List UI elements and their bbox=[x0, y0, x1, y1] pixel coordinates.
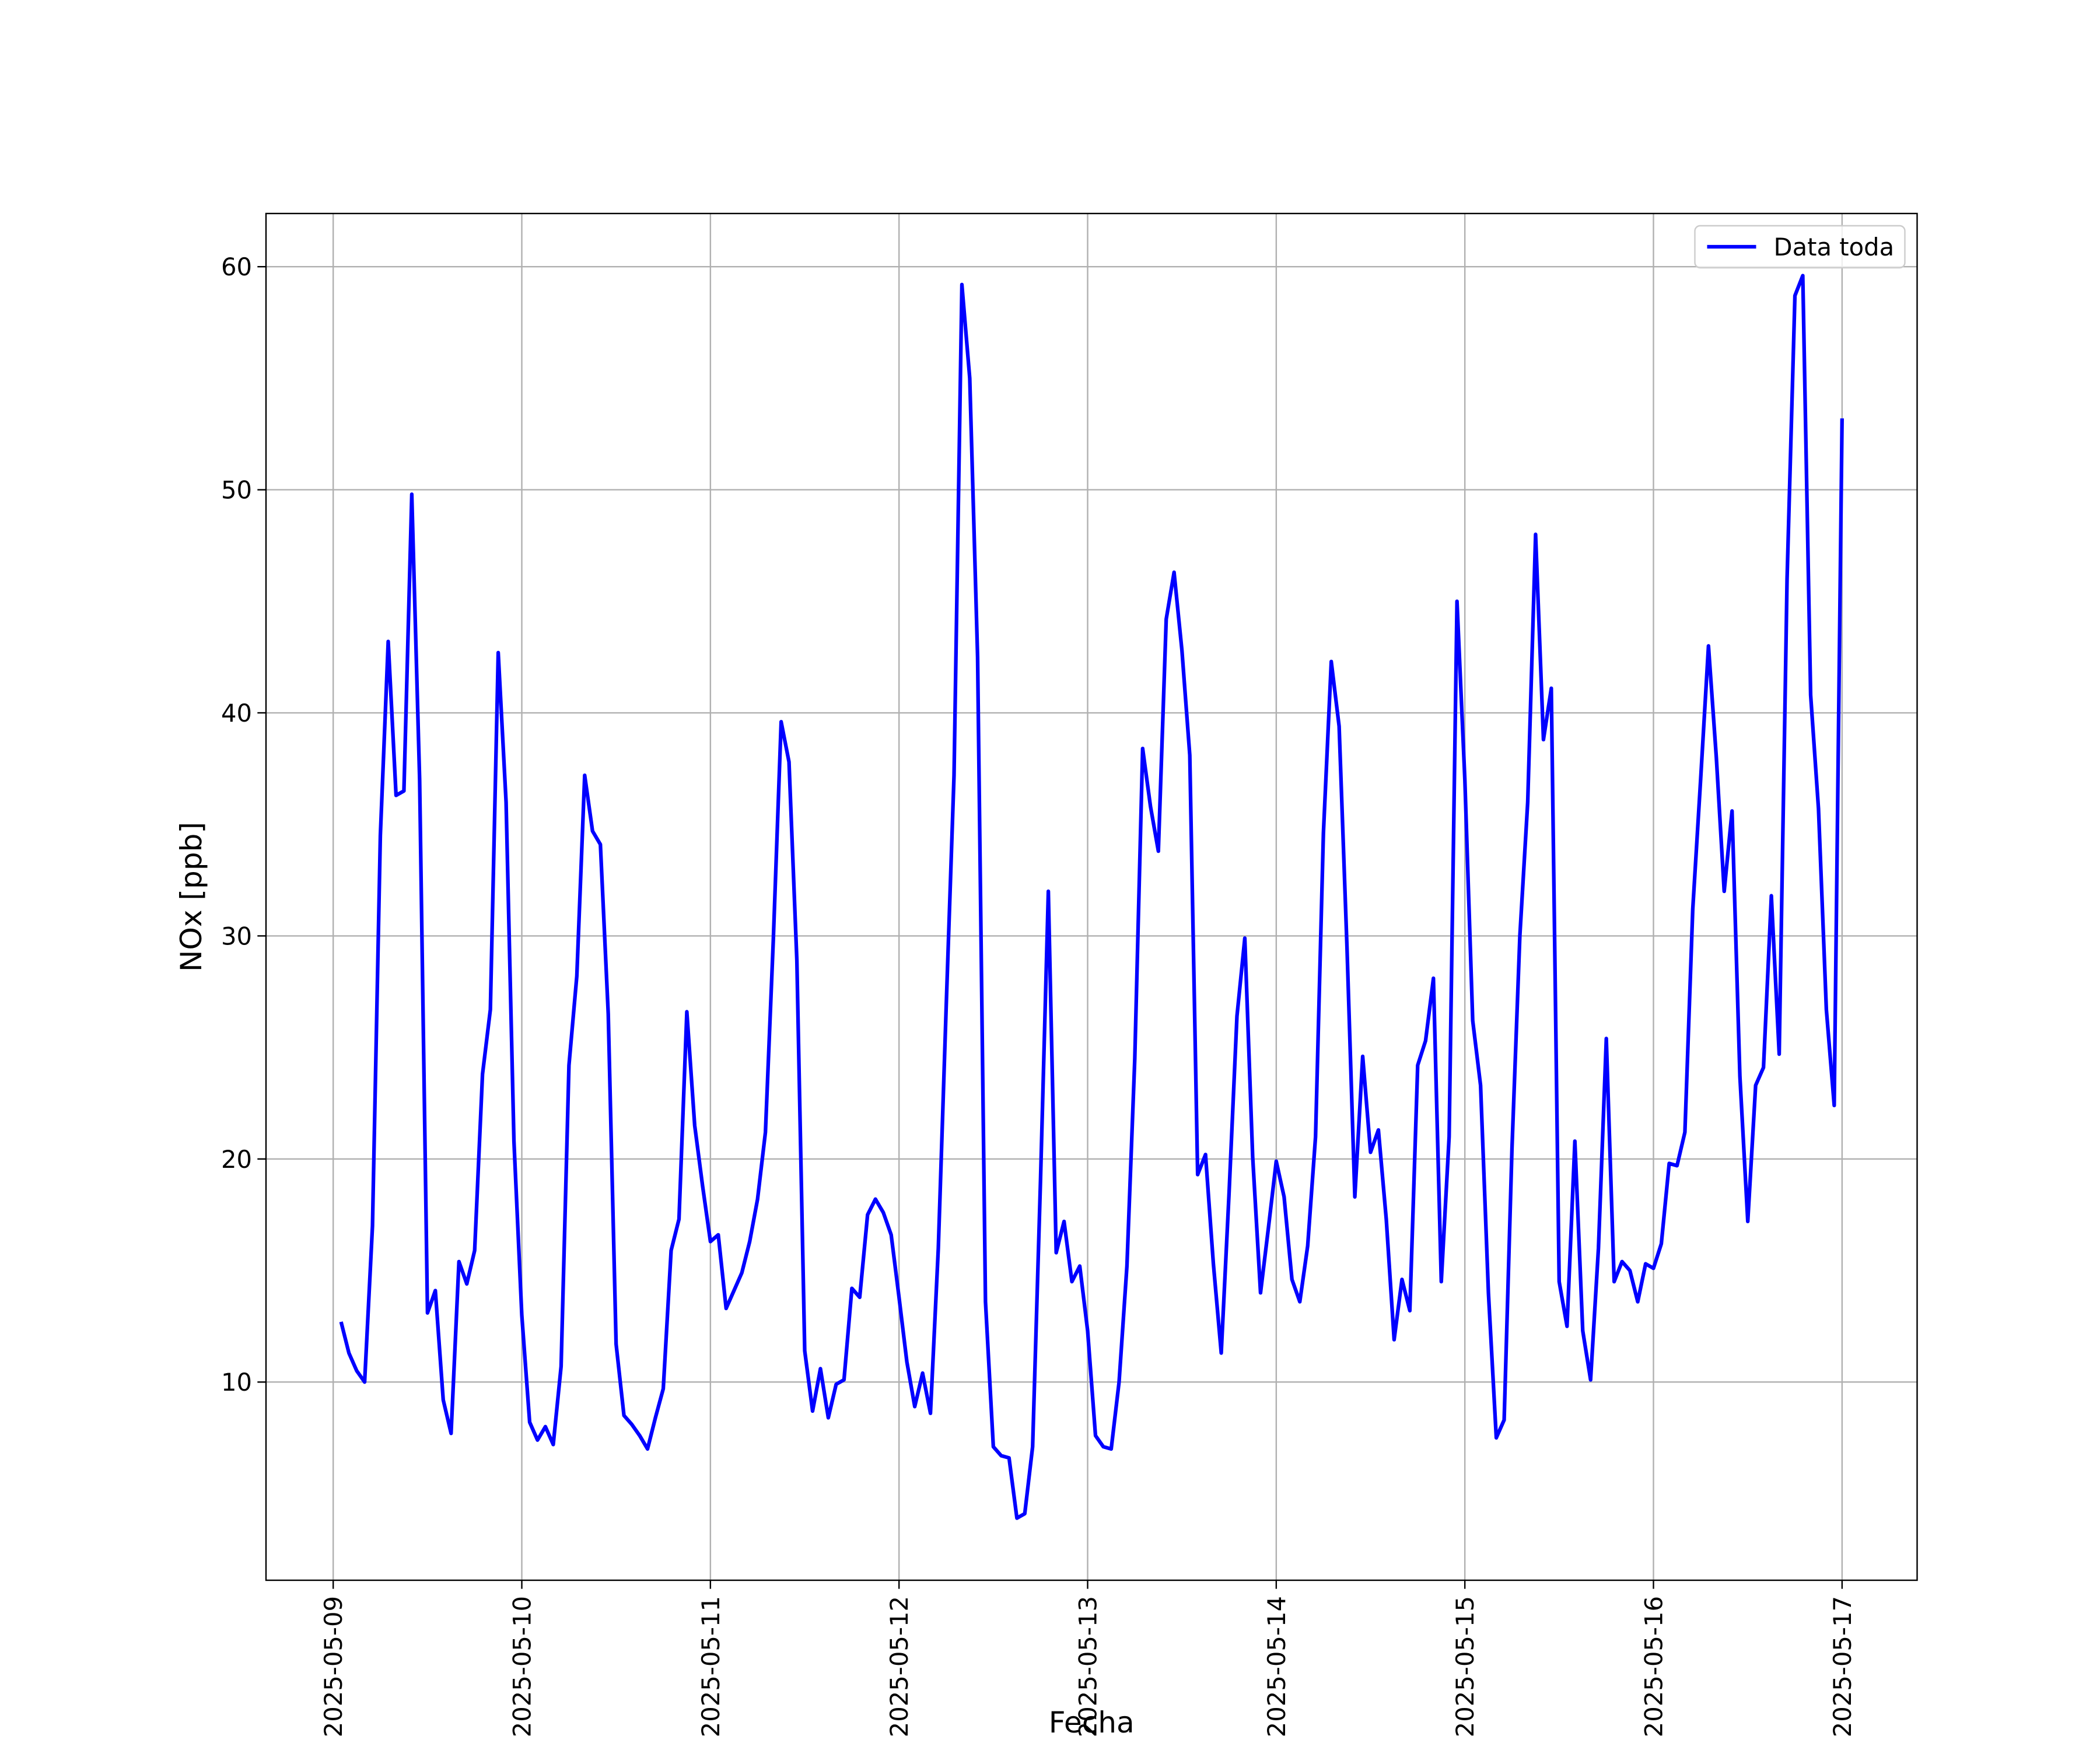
x-tick-label: 2025-05-13 bbox=[1074, 1596, 1102, 1737]
x-tick-label: 2025-05-16 bbox=[1640, 1596, 1668, 1737]
x-tick-label: 2025-05-09 bbox=[319, 1596, 348, 1737]
x-axis-label: Fecha bbox=[1049, 1705, 1135, 1740]
y-tick-label: 50 bbox=[221, 476, 252, 505]
y-tick-label: 40 bbox=[221, 699, 252, 727]
x-tick-label: 2025-05-10 bbox=[508, 1596, 537, 1737]
legend-box bbox=[1694, 225, 1906, 269]
x-tick-label: 2025-05-17 bbox=[1828, 1596, 1857, 1737]
y-tick-label: 60 bbox=[221, 253, 252, 281]
axes-frame bbox=[265, 212, 1918, 1581]
x-tick-label: 2025-05-15 bbox=[1451, 1596, 1479, 1737]
y-axis-label: NOx [ppb] bbox=[174, 822, 208, 972]
x-tick-label: 2025-05-11 bbox=[696, 1596, 725, 1737]
y-tick-label: 20 bbox=[221, 1145, 252, 1174]
x-tick-label: 2025-05-14 bbox=[1262, 1596, 1291, 1737]
data-line bbox=[339, 274, 1844, 1520]
legend: Data toda bbox=[1694, 225, 1906, 269]
y-tick-label: 30 bbox=[221, 922, 252, 950]
x-tick-label: 2025-05-12 bbox=[885, 1596, 914, 1737]
legend-label: Data toda bbox=[1774, 233, 1895, 261]
y-tick-label: 10 bbox=[221, 1368, 252, 1396]
